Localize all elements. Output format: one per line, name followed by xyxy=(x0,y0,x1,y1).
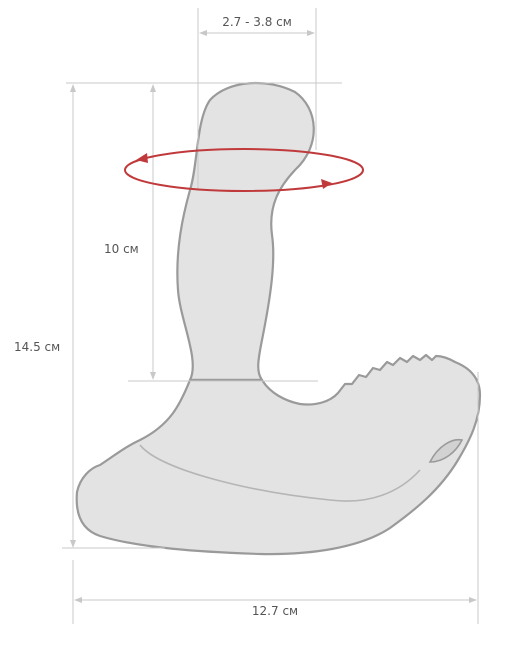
insertable-length-label: 10 см xyxy=(104,242,139,256)
product-base xyxy=(75,353,482,556)
total-height-label: 14.5 см xyxy=(14,340,60,354)
rotation-arrows-icon xyxy=(124,148,364,192)
product-seam xyxy=(139,444,421,502)
diameter-label: 2.7 - 3.8 см xyxy=(222,15,292,29)
dimension-guides xyxy=(62,8,479,624)
rotation-arrowhead-left-icon xyxy=(136,153,148,163)
arrowhead-left-icon xyxy=(74,597,82,603)
arrowhead-down-icon xyxy=(150,372,156,380)
rotation-arrowhead-right-icon xyxy=(321,179,332,189)
arrowhead-right-icon xyxy=(307,30,315,36)
product-silhouette xyxy=(75,81,482,556)
arrowhead-left-icon xyxy=(199,30,207,36)
arrowhead-right-icon xyxy=(469,597,477,603)
product-shaft xyxy=(176,81,315,382)
total-width-label: 12.7 см xyxy=(252,604,298,618)
arrowhead-up-icon xyxy=(150,84,156,92)
product-button xyxy=(428,438,464,463)
arrowhead-up-icon xyxy=(70,84,76,92)
arrowhead-down-icon xyxy=(70,540,76,548)
